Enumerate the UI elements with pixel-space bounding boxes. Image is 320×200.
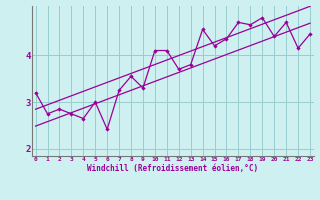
X-axis label: Windchill (Refroidissement éolien,°C): Windchill (Refroidissement éolien,°C)	[87, 164, 258, 173]
